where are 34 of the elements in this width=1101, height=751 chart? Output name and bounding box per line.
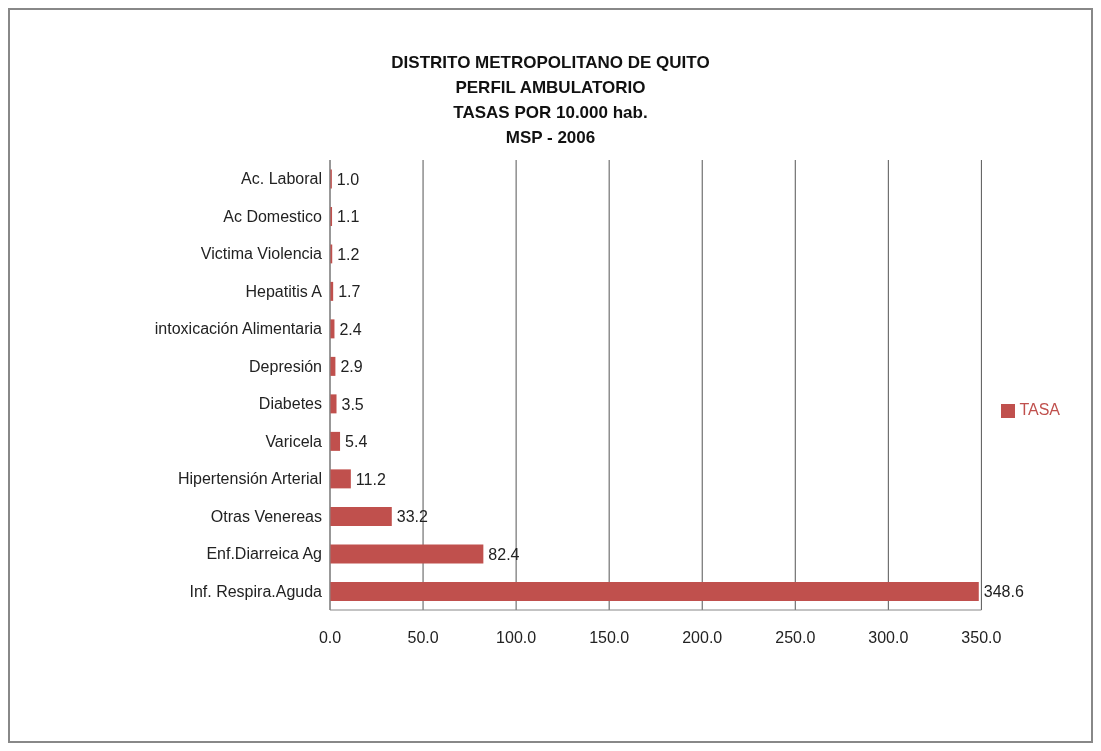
y-tick-label: Hipertensión Arterial [177, 470, 322, 488]
y-tick-label: Hepatitis A [245, 282, 323, 300]
data-label: 82.4 [488, 545, 520, 563]
y-tick-label: Inf. Respira.Aguda [189, 582, 323, 600]
data-label: 5.4 [345, 433, 368, 451]
x-tick-label: 100.0 [496, 629, 537, 647]
data-label: 348.6 [983, 583, 1024, 601]
data-label: 1.0 [336, 170, 360, 188]
data-label: 2.4 [339, 320, 362, 338]
y-tick-label: Diabetes [258, 395, 322, 413]
x-tick-label: 200.0 [682, 629, 723, 647]
legend-label: TASA [1019, 401, 1060, 418]
data-label: 3.5 [341, 395, 364, 413]
y-tick-label: Victima Violencia [200, 245, 323, 263]
data-label: 33.2 [396, 508, 429, 526]
x-tick-label: 350.0 [961, 629, 1002, 647]
y-tick-label: intoxicación Alimentaria [154, 320, 323, 338]
data-label: 1.2 [337, 245, 360, 263]
x-tick-label: 300.0 [868, 629, 909, 647]
chart-title: DISTRITO METROPOLITANO DE QUITO PERFIL AMBULATORIO TASAS POR 10.000 hab. MSP - 2006 [390, 52, 711, 149]
data-label: 2.9 [340, 358, 363, 376]
data-label: 1.7 [338, 283, 361, 301]
x-tick-label: 0.0 [318, 629, 342, 647]
data-label: 1.1 [337, 208, 360, 226]
x-tick-label: 250.0 [775, 629, 816, 647]
y-tick-label: Ac. Laboral [241, 170, 322, 188]
y-tick-label: Otras Venereas [210, 507, 322, 525]
x-tick-label: 50.0 [407, 629, 439, 647]
y-tick-label: Depresión [249, 357, 322, 375]
y-tick-label: Ac Domestico [223, 207, 323, 225]
y-tick-label: Enf.Diarreica Ag [206, 545, 322, 563]
y-tick-label: Varicela [265, 432, 323, 450]
x-tick-label: 150.0 [589, 629, 630, 647]
data-label: 11.2 [355, 470, 386, 488]
